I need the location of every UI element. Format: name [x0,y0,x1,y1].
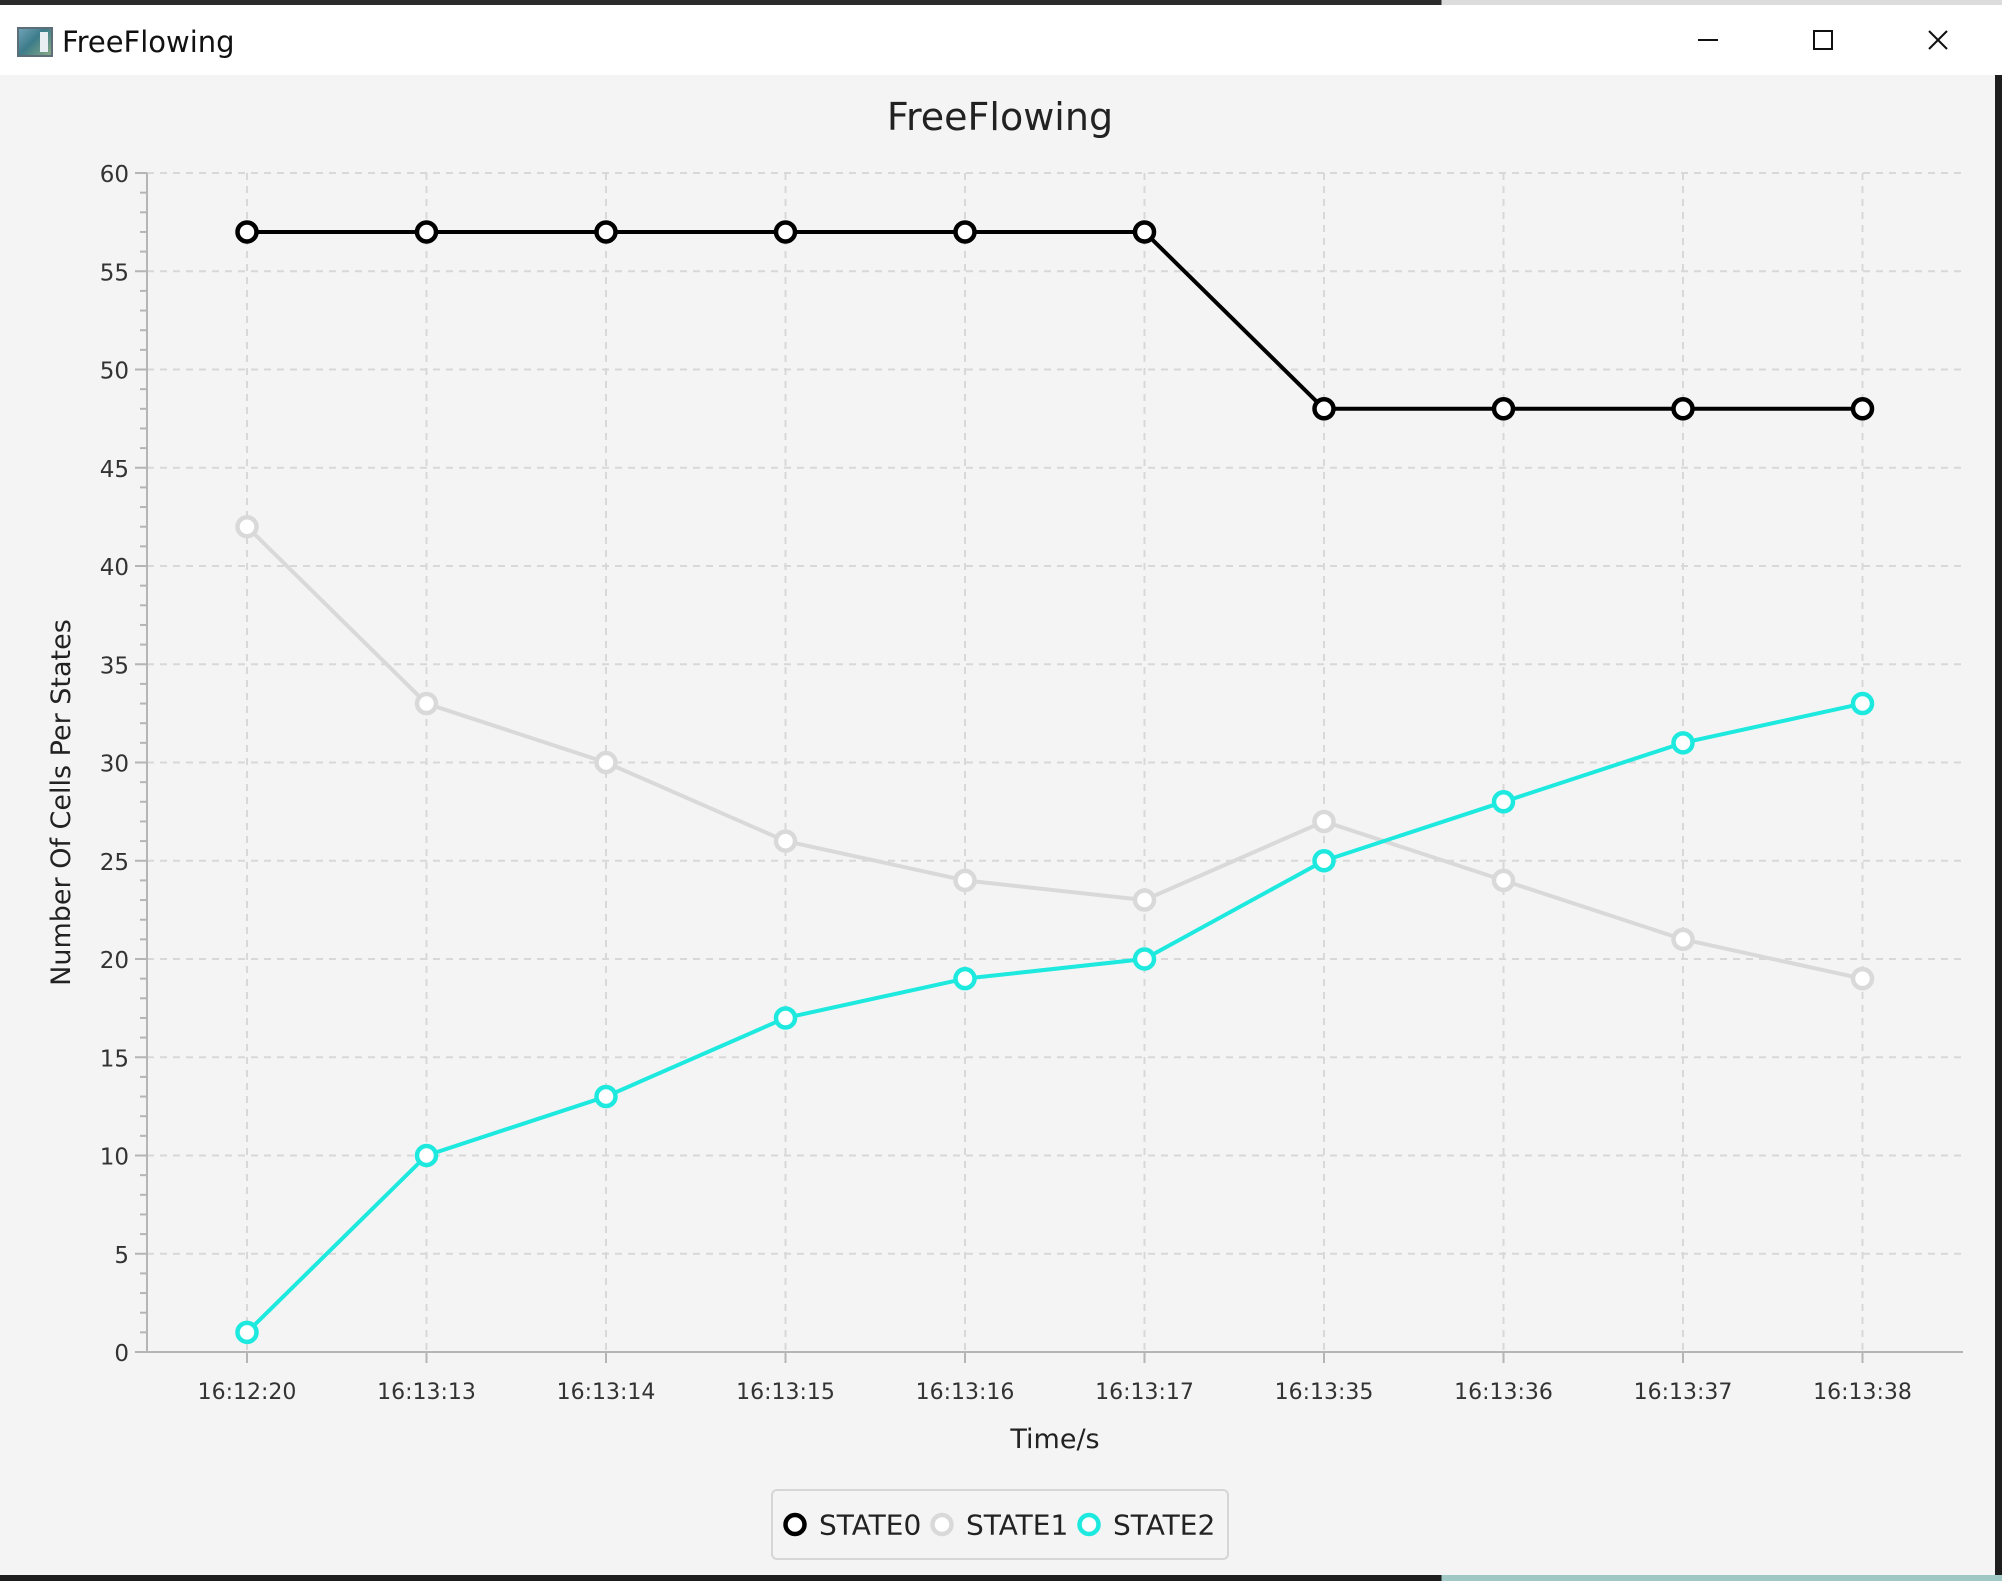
y-tick-label: 10 [100,1145,129,1171]
y-ticks [135,172,147,1353]
data-point-state0 [1671,397,1695,421]
data-point-state1 [235,514,259,539]
legend-marker-state0 [783,1512,807,1537]
y-tick-label: 35 [100,653,129,679]
y-tick-label: 15 [100,1046,129,1072]
data-point-state2 [953,966,977,991]
x-tick-label: 16:13:38 [1813,1380,1912,1405]
data-point-state2 [773,1006,798,1030]
y-tick-label: 50 [100,359,129,385]
data-point-state1 [1312,809,1336,834]
app-icon [17,27,53,57]
title-bar[interactable]: FreeFlowing [0,5,2002,75]
data-point-state2 [414,1143,439,1168]
window-right-border [1995,75,2002,1581]
data-point-state0 [594,220,618,244]
series-line-state1 [245,525,1863,981]
x-tick-label: 16:13:15 [736,1380,835,1405]
x-tick-label: 16:13:14 [557,1380,656,1405]
window-top-border [0,0,2002,5]
x-axis-label: Time/s [1009,1424,1099,1455]
minimize-button[interactable] [1652,5,1764,75]
data-point-state2 [1671,731,1695,755]
data-point-state0 [1132,220,1157,244]
grid [147,172,1963,1352]
close-icon [1928,30,1948,50]
window-bottom-border [0,1575,2002,1581]
chart-panel: FreeFlowing 0 5 10 15 20 25 30 35 40 45 50 55 60 16:12… [0,75,1995,1581]
data-point-state1 [594,750,618,775]
data-point-state1 [414,691,439,716]
y-tick-label: 40 [100,555,129,581]
data-point-state2 [1312,849,1336,873]
series-line-state2 [245,701,1863,1334]
legend-label-state2: STATE2 [1113,1509,1215,1542]
x-tick-label: 16:13:37 [1634,1380,1733,1405]
x-tick-label: 16:13:13 [377,1380,476,1405]
y-tick-label: 25 [100,850,129,876]
data-point-state2 [1132,947,1157,971]
data-point-state1 [773,829,798,853]
y-tick-label: 45 [100,457,129,483]
y-tick-label: 20 [100,948,129,974]
data-point-state1 [1132,888,1157,912]
data-point-state0 [414,220,439,244]
x-tick-label: 16:12:20 [198,1380,297,1405]
legend-box [771,1489,1229,1560]
data-point-state0 [773,220,798,244]
line-chart: FreeFlowing 0 5 10 15 20 25 30 35 40 45 50 55 60 16:12… [46,95,1963,1560]
data-point-state1 [953,868,977,893]
y-tick-label: 60 [100,162,129,188]
legend-label-state0: STATE0 [819,1509,921,1542]
y-tick-label: 55 [100,260,129,286]
x-tick-label: 16:13:35 [1275,1380,1374,1405]
close-button[interactable] [1882,5,1994,75]
legend-marker-state2 [1077,1512,1101,1537]
data-point-state1 [1850,966,1875,991]
maximize-icon [1813,30,1833,50]
data-point-state1 [1671,927,1695,952]
y-axis-label: Number Of Cells Per States [46,619,77,986]
y-tick-label: 5 [114,1243,129,1269]
legend-label-state1: STATE1 [966,1509,1068,1542]
series-line-state0 [247,229,1863,411]
x-tick-label: 16:13:36 [1454,1380,1553,1405]
maximize-button[interactable] [1767,5,1879,75]
window-title: FreeFlowing [62,25,235,59]
data-point-state1 [1491,868,1516,893]
minimize-icon [1698,39,1718,41]
data-point-state2 [235,1320,259,1345]
data-point-state0 [953,220,977,244]
y-tick-label: 30 [100,752,129,778]
data-point-state0 [1312,397,1336,421]
legend-marker-state1 [930,1512,954,1537]
data-point-state0 [1850,397,1875,421]
x-tick-label: 16:13:16 [916,1380,1015,1405]
data-point-state2 [1850,691,1875,716]
chart-title: FreeFlowing [887,95,1113,139]
legend: STATE0 STATE1 STATE2 [771,1489,1229,1560]
data-point-state0 [235,220,259,244]
data-point-state0 [1491,397,1516,421]
data-point-state2 [594,1084,618,1109]
x-tick-label: 16:13:17 [1095,1380,1194,1405]
data-point-state2 [1491,790,1516,814]
y-tick-label: 0 [114,1341,129,1367]
